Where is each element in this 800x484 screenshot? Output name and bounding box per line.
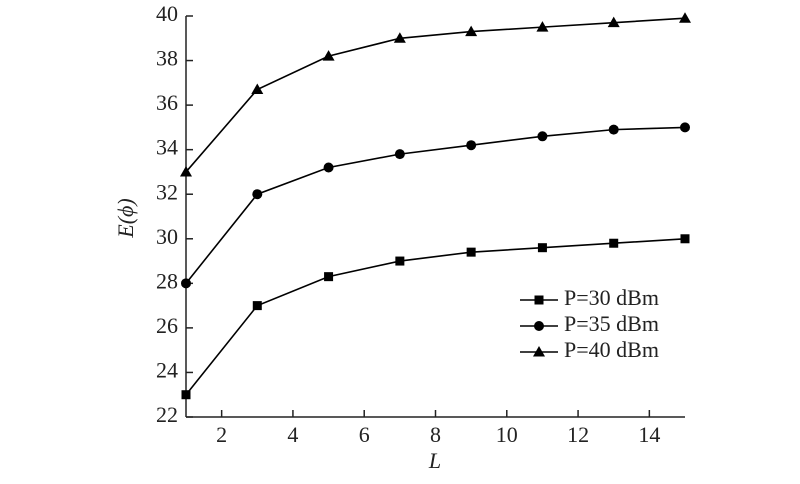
marker (609, 238, 619, 248)
legend-label: P=30 dBm (564, 285, 659, 310)
marker (537, 243, 547, 253)
y-tick-label: 34 (156, 135, 178, 160)
marker (180, 165, 192, 177)
marker (465, 25, 478, 37)
y-tick-label: 36 (156, 90, 178, 115)
marker (181, 278, 191, 289)
x-tick-label: 12 (567, 422, 589, 447)
series-line (185, 237, 686, 396)
marker (181, 390, 191, 400)
legend-label: P=40 dBm (564, 337, 659, 362)
marker (252, 189, 263, 200)
marker (394, 149, 405, 160)
marker (534, 321, 544, 331)
marker (323, 162, 334, 173)
marker (466, 140, 477, 151)
y-tick-label: 24 (156, 357, 178, 382)
y-tick-label: 30 (156, 224, 178, 249)
marker (680, 234, 690, 244)
x-tick-label: 14 (638, 422, 660, 447)
y-tick-label: 22 (156, 402, 178, 427)
x-tick-label: 10 (496, 422, 518, 447)
marker (395, 256, 405, 266)
x-tick-label: 8 (430, 422, 441, 447)
marker (533, 346, 545, 357)
x-axis-label: L (428, 448, 441, 473)
marker (608, 124, 619, 135)
y-tick-label: 40 (156, 1, 178, 26)
marker (252, 301, 262, 311)
marker (393, 32, 406, 43)
x-tick-label: 6 (359, 422, 370, 447)
marker (607, 16, 620, 28)
marker (251, 83, 264, 95)
series-line (185, 17, 686, 173)
y-tick-label: 28 (156, 268, 178, 293)
y-tick-label: 32 (156, 179, 178, 204)
marker (534, 295, 544, 305)
marker (322, 50, 335, 61)
x-tick-label: 4 (287, 422, 298, 447)
y-tick-label: 26 (156, 313, 178, 338)
marker (680, 122, 690, 133)
marker (679, 12, 691, 23)
marker (536, 21, 549, 32)
marker (324, 272, 334, 282)
marker (537, 131, 548, 142)
series-line (185, 126, 686, 284)
x-tick-label: 2 (216, 422, 227, 447)
marker (466, 247, 476, 257)
y-axis-label: E(ϕ) (113, 198, 138, 238)
legend-label: P=35 dBm (564, 311, 659, 336)
y-tick-label: 38 (156, 46, 178, 71)
